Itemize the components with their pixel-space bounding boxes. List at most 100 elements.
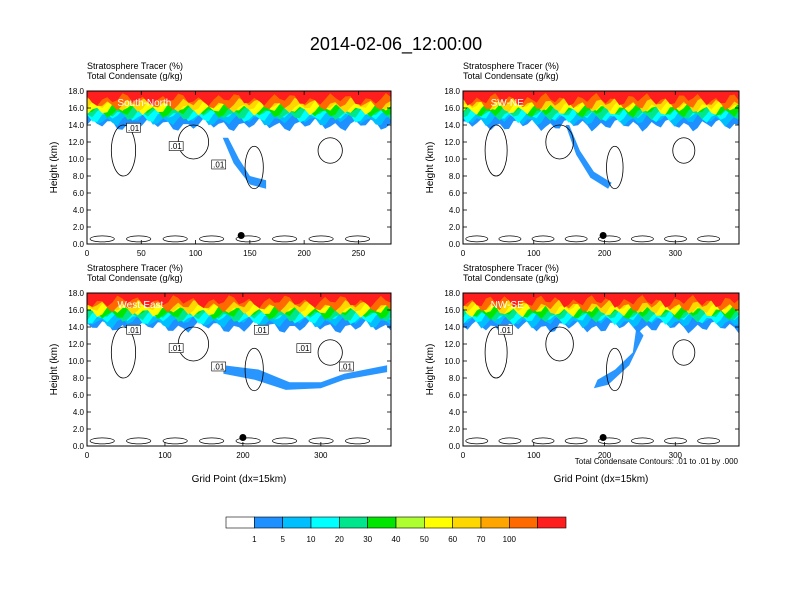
condensate-contour [545,326,574,362]
condensate-contour [126,437,152,445]
condensate-contour [345,437,371,445]
tracer-layer [463,91,739,106]
plot-frame [462,90,740,245]
condensate-contour [606,145,624,190]
y-tick-label: 12.0 [444,340,460,349]
colorbar-swatch [367,516,397,529]
colorbar-label: 100 [503,535,517,544]
tracer-plume [593,327,644,389]
condensate-contour [199,437,225,445]
x-tick-label: 100 [527,451,541,460]
condensate-contour [126,235,152,243]
y-tick-label: 6.0 [449,189,461,198]
colorbar-label: 1 [252,535,257,544]
colorbar-swatch [225,516,255,529]
condensate-contour [199,235,225,243]
panel-label: West-East [117,300,163,311]
y-tick-label: 8.0 [449,172,461,181]
plot-area: .01 .01 .01 [87,91,391,244]
condensate-contour [110,326,137,379]
condensate-contour [631,437,654,445]
x-tick-label: 0 [85,249,90,258]
panel-title-line: Stratosphere Tracer (%) [87,263,183,273]
y-tick-label: 4.0 [449,408,461,417]
condensate-contour [89,235,115,243]
contour-label-box [498,324,513,335]
condensate-contour [484,326,508,379]
x-tick-label: 200 [236,451,250,460]
condensate-contour [244,145,264,190]
location-marker [237,232,245,239]
colorbar-swatch [310,516,340,529]
y-axis-label: Height (km) [425,344,436,396]
condensate-contour [697,437,721,445]
plot-frame [86,292,392,447]
page-title: 2014-02-06_12:00:00 [310,34,482,55]
colorbar-label: 40 [392,535,401,544]
y-tick-label: 10.0 [68,357,84,366]
contour-label-box [126,324,141,335]
y-tick-label: 0.0 [449,442,461,451]
colorbar-swatch [282,516,312,529]
y-tick-label: 2.0 [449,425,461,434]
contour-label: .01 [256,326,268,335]
condensate-contour [345,235,371,243]
y-tick-label: 8.0 [73,172,85,181]
x-tick-label: 150 [243,249,257,258]
contour-label: .01 [171,142,183,151]
colorbar-label: 5 [280,535,285,544]
panel-sw-ne: SW-NE Stratosphere Tracer (%)Total Conden… [425,61,740,258]
panel-title-line: Stratosphere Tracer (%) [463,263,559,273]
y-tick-label: 6.0 [73,189,85,198]
colorbar-swatch [452,516,482,529]
colorbar-swatch [254,516,283,529]
tracer-plume [222,137,267,189]
condensate-contour [235,235,261,243]
contour-label-box [211,159,227,170]
y-tick-label: 10.0 [68,155,84,164]
location-marker [239,434,247,441]
y-tick-label: 10.0 [444,155,460,164]
contour-label: .01 [128,124,140,133]
condensate-contour [244,347,264,392]
plot-frame [86,90,392,245]
y-tick-label: 8.0 [73,374,85,383]
condensate-contour [498,235,522,243]
y-axis-label: Height (km) [49,344,60,396]
panel-title-line: Total Condensate (g/kg) [463,273,559,283]
plot-area: .01 .01 .01 .01 .01 .01 [87,293,391,446]
condensate-contour [272,235,298,243]
x-tick-label: 200 [598,249,612,258]
colorbar-swatch [339,516,368,529]
y-tick-label: 0.0 [73,240,85,249]
condensate-contour [606,347,624,392]
condensate-contour [317,137,343,164]
x-tick-label: 300 [314,451,328,460]
x-tick-label: 100 [527,249,541,258]
contour-label: .01 [500,326,512,335]
colorbar-label: 50 [420,535,429,544]
condensate-contour [317,339,343,366]
condensate-contour [564,235,588,243]
y-tick-label: 16.0 [444,104,460,113]
y-tick-label: 6.0 [73,391,85,400]
y-tick-label: 12.0 [444,138,460,147]
colorbar-swatch [480,516,510,529]
contour-label-box [253,324,269,335]
colorbar-swatch [424,516,453,529]
x-axis-label: Grid Point (dx=15km) [192,474,287,485]
panel-label: SW-NE [491,98,524,109]
y-tick-label: 0.0 [73,442,85,451]
condensate-contour [484,124,508,177]
y-tick-label: 8.0 [449,374,461,383]
y-tick-label: 18.0 [68,87,84,96]
panel-south-north: .01 .01 .01 South-North Stratosphere Tracer … [49,61,392,258]
y-tick-label: 16.0 [68,306,84,315]
contour-label-box [211,361,227,372]
tracer-plume [223,365,388,390]
y-tick-label: 0.0 [449,240,461,249]
y-tick-label: 6.0 [449,391,461,400]
y-axis-label: Height (km) [49,142,60,194]
condensate-contour [597,437,621,445]
